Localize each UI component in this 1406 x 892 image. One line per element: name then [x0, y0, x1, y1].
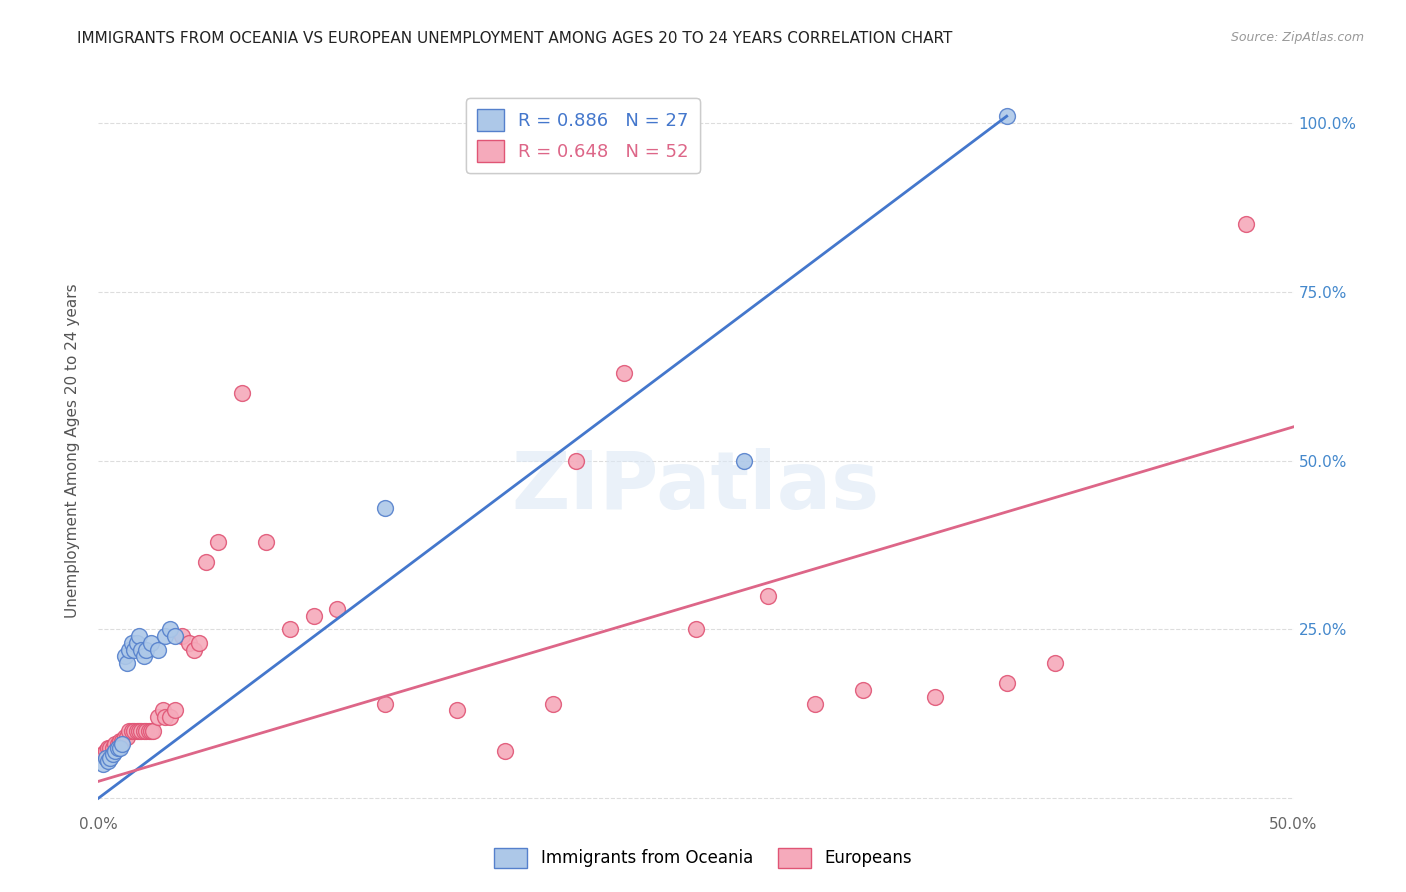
Point: [148, 710, 170, 724]
Point: [685, 623, 707, 637]
Point: [172, 629, 194, 643]
Point: [195, 555, 218, 569]
Point: [446, 703, 468, 717]
Point: [231, 386, 253, 401]
Point: [101, 740, 124, 755]
Point: [107, 740, 129, 755]
Point: [98, 750, 122, 764]
Point: [94, 750, 117, 764]
Point: [115, 656, 138, 670]
Point: [121, 723, 143, 738]
Point: [852, 683, 875, 698]
Point: [152, 703, 174, 717]
Point: [125, 636, 148, 650]
Point: [159, 623, 181, 637]
Point: [278, 623, 301, 637]
Point: [254, 534, 277, 549]
Point: [613, 366, 636, 380]
Point: [148, 642, 170, 657]
Point: [179, 636, 201, 650]
Point: [131, 642, 153, 657]
Point: [101, 747, 124, 762]
Point: [111, 734, 134, 748]
Point: [163, 629, 186, 643]
Point: [1234, 217, 1257, 231]
Point: [374, 500, 396, 515]
Legend: Immigrants from Oceania, Europeans: Immigrants from Oceania, Europeans: [488, 841, 918, 875]
Point: [131, 723, 153, 738]
Point: [135, 642, 157, 657]
Point: [111, 737, 134, 751]
Point: [118, 723, 141, 738]
Text: Source: ZipAtlas.com: Source: ZipAtlas.com: [1230, 31, 1364, 45]
Point: [138, 723, 160, 738]
Point: [139, 723, 162, 738]
Point: [183, 642, 205, 657]
Point: [302, 608, 325, 623]
Point: [124, 723, 146, 738]
Point: [107, 737, 129, 751]
Point: [124, 642, 146, 657]
Point: [163, 703, 186, 717]
Point: [132, 649, 155, 664]
Point: [733, 453, 755, 467]
Point: [118, 642, 141, 657]
Point: [97, 754, 120, 768]
Point: [108, 740, 131, 755]
Point: [159, 710, 181, 724]
Point: [91, 757, 114, 772]
Y-axis label: Unemployment Among Ages 20 to 24 years: Unemployment Among Ages 20 to 24 years: [65, 283, 80, 618]
Point: [155, 629, 177, 643]
Point: [132, 723, 155, 738]
Point: [91, 747, 114, 762]
Text: IMMIGRANTS FROM OCEANIA VS EUROPEAN UNEMPLOYMENT AMONG AGES 20 TO 24 YEARS CORRE: IMMIGRANTS FROM OCEANIA VS EUROPEAN UNEM…: [77, 31, 953, 46]
Legend: R = 0.886   N = 27, R = 0.648   N = 52: R = 0.886 N = 27, R = 0.648 N = 52: [465, 98, 700, 173]
Point: [565, 453, 588, 467]
Point: [756, 589, 779, 603]
Point: [541, 697, 564, 711]
Point: [155, 710, 177, 724]
Point: [121, 636, 143, 650]
Point: [128, 723, 150, 738]
Point: [115, 731, 138, 745]
Point: [108, 734, 131, 748]
Text: ZIPatlas: ZIPatlas: [512, 448, 880, 525]
Point: [326, 602, 349, 616]
Point: [98, 740, 122, 755]
Point: [494, 744, 516, 758]
Point: [139, 636, 162, 650]
Point: [135, 723, 157, 738]
Point: [142, 723, 165, 738]
Point: [207, 534, 229, 549]
Point: [128, 629, 150, 643]
Point: [187, 636, 209, 650]
Point: [804, 697, 827, 711]
Point: [104, 737, 127, 751]
Point: [1043, 656, 1066, 670]
Point: [114, 731, 136, 745]
Point: [125, 723, 148, 738]
Point: [114, 649, 136, 664]
Point: [374, 697, 396, 711]
Point: [924, 690, 946, 704]
Point: [97, 740, 120, 755]
Point: [104, 744, 127, 758]
Point: [995, 109, 1018, 123]
Point: [995, 676, 1018, 690]
Point: [94, 744, 117, 758]
